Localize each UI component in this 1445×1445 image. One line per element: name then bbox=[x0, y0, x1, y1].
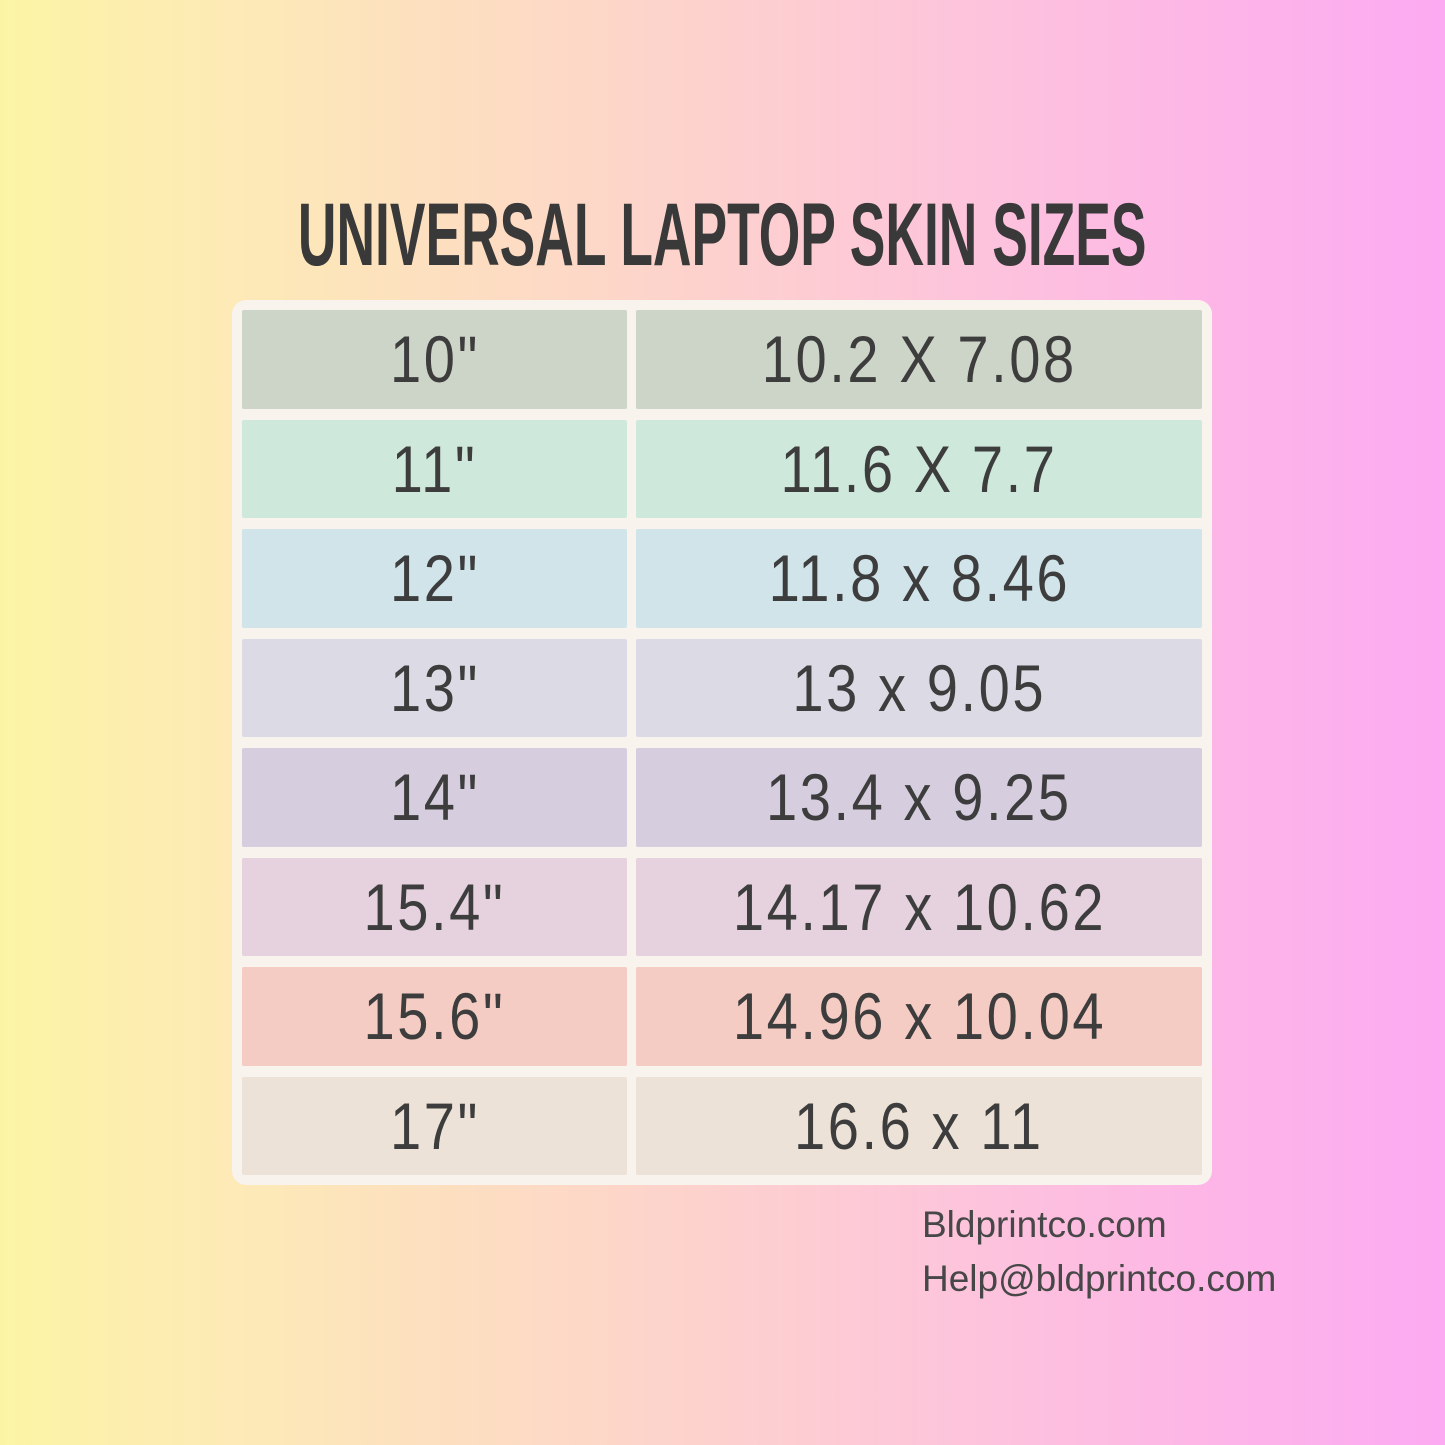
dimensions-cell-text: 11.6 X 7.7 bbox=[780, 431, 1058, 506]
size-cell-text: 17" bbox=[389, 1088, 480, 1163]
dimensions-cell: 16.6 x 11 bbox=[636, 1076, 1202, 1175]
dimensions-cell-text: 14.17 x 10.62 bbox=[732, 869, 1106, 944]
email-text: Help@bldprintco.com bbox=[922, 1257, 1277, 1299]
size-cell-text: 15.4" bbox=[363, 869, 506, 944]
dimensions-cell: 14.17 x 10.62 bbox=[636, 857, 1202, 956]
dimensions-cell-text: 16.6 x 11 bbox=[794, 1088, 1044, 1163]
dimensions-cell-text: 10.2 X 7.08 bbox=[761, 322, 1077, 397]
size-cell-text: 15.6" bbox=[363, 979, 506, 1054]
size-cell: 15.4" bbox=[242, 857, 627, 956]
size-table: 10" 10.2 X 7.08 11" 11.6 X 7.7 12" 11.8 x 8.4… bbox=[232, 300, 1212, 1185]
dimensions-cell: 11.8 x 8.46 bbox=[636, 529, 1202, 628]
dimensions-cell: 10.2 X 7.08 bbox=[636, 310, 1202, 409]
contact-block: Bldprintco.com Help@bldprintco.com bbox=[922, 1204, 1277, 1299]
size-cell-text: 13" bbox=[389, 650, 480, 725]
size-cell: 14" bbox=[242, 748, 627, 847]
dimensions-cell-text: 11.8 x 8.46 bbox=[768, 541, 1070, 616]
size-cell-text: 12" bbox=[389, 541, 480, 616]
dimensions-cell: 11.6 X 7.7 bbox=[636, 419, 1202, 518]
size-cell: 15.6" bbox=[242, 967, 627, 1066]
size-cell: 11" bbox=[242, 419, 627, 518]
size-cell: 12" bbox=[242, 529, 627, 628]
dimensions-cell-text: 14.96 x 10.04 bbox=[732, 979, 1106, 1054]
dimensions-cell-text: 13 x 9.05 bbox=[792, 650, 1046, 725]
page-title: UNIVERSAL LAPTOP SKIN SIZES bbox=[0, 190, 1445, 279]
page-title-text: UNIVERSAL LAPTOP SKIN SIZES bbox=[298, 184, 1147, 284]
size-cell-text: 11" bbox=[391, 431, 478, 506]
size-cell: 17" bbox=[242, 1076, 627, 1175]
dimensions-cell: 13.4 x 9.25 bbox=[636, 748, 1202, 847]
dimensions-cell-text: 13.4 x 9.25 bbox=[766, 760, 1072, 835]
size-cell-text: 10" bbox=[389, 322, 480, 397]
dimensions-cell: 14.96 x 10.04 bbox=[636, 967, 1202, 1066]
size-cell-text: 14" bbox=[389, 760, 480, 835]
website-text: Bldprintco.com bbox=[922, 1204, 1167, 1245]
size-cell: 13" bbox=[242, 638, 627, 737]
size-cell: 10" bbox=[242, 310, 627, 409]
dimensions-cell: 13 x 9.05 bbox=[636, 638, 1202, 737]
